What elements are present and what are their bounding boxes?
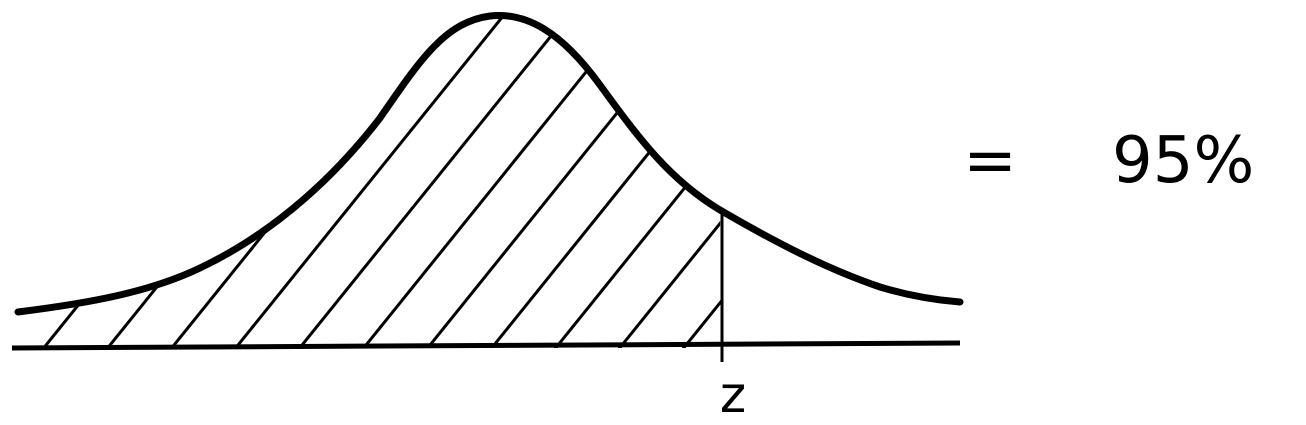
hatch-line [224,15,518,348]
hatch-line [480,15,722,348]
z-label: z [720,366,746,424]
hatch-line [160,15,454,348]
hatch-line [18,15,198,348]
hatch-line [288,15,582,348]
hatch-line [802,0,1092,360]
hatch-line [672,15,722,348]
percentage-label: 95% [1112,124,1254,198]
hatch-pattern [18,0,1092,360]
equals-sign: = [963,124,1017,198]
bell-curve [14,11,964,316]
hatch-line [544,15,722,348]
hatch-line [608,15,722,348]
baseline-axis [11,340,961,351]
hatch-line [96,15,390,348]
hatch-line [352,15,646,348]
hatch-line [416,15,710,348]
